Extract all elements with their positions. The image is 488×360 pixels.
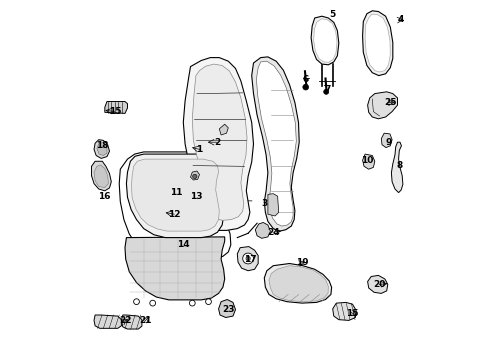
Text: 4: 4 xyxy=(397,15,404,24)
Text: 22: 22 xyxy=(119,316,132,325)
Text: 24: 24 xyxy=(266,228,279,237)
Text: 10: 10 xyxy=(360,156,372,165)
Text: 15: 15 xyxy=(346,309,358,318)
Text: 15: 15 xyxy=(108,107,121,116)
Polygon shape xyxy=(256,61,296,226)
Polygon shape xyxy=(126,154,223,238)
Polygon shape xyxy=(367,275,387,293)
Polygon shape xyxy=(125,237,224,300)
Text: 16: 16 xyxy=(98,192,110,201)
Polygon shape xyxy=(219,124,228,135)
Polygon shape xyxy=(268,266,328,302)
Text: 23: 23 xyxy=(222,305,234,314)
Circle shape xyxy=(323,89,328,94)
Text: 18: 18 xyxy=(96,141,108,150)
Polygon shape xyxy=(97,143,107,156)
Polygon shape xyxy=(121,315,142,329)
Text: 5: 5 xyxy=(329,10,335,19)
Polygon shape xyxy=(218,300,235,318)
Polygon shape xyxy=(390,142,402,193)
Text: 13: 13 xyxy=(189,192,202,201)
Text: 19: 19 xyxy=(295,258,308,267)
Polygon shape xyxy=(190,171,199,180)
Polygon shape xyxy=(192,64,246,220)
Polygon shape xyxy=(94,165,108,188)
Polygon shape xyxy=(313,19,336,62)
Polygon shape xyxy=(332,302,355,320)
Circle shape xyxy=(242,253,253,264)
Text: 14: 14 xyxy=(177,240,189,249)
Polygon shape xyxy=(255,222,270,238)
Polygon shape xyxy=(267,194,278,216)
Polygon shape xyxy=(362,154,374,169)
Polygon shape xyxy=(131,159,219,231)
Polygon shape xyxy=(362,11,392,76)
Polygon shape xyxy=(237,247,258,271)
Polygon shape xyxy=(91,161,111,191)
Polygon shape xyxy=(183,58,253,230)
Circle shape xyxy=(189,300,195,306)
Circle shape xyxy=(302,84,308,90)
Polygon shape xyxy=(367,92,397,119)
Polygon shape xyxy=(119,152,230,259)
Text: 1: 1 xyxy=(196,145,202,154)
Text: 17: 17 xyxy=(243,255,256,264)
Text: 9: 9 xyxy=(385,138,391,147)
Polygon shape xyxy=(264,264,331,303)
Text: 11: 11 xyxy=(169,188,182,197)
Polygon shape xyxy=(381,133,391,148)
Circle shape xyxy=(133,299,139,305)
Text: 6: 6 xyxy=(302,75,308,84)
Text: 20: 20 xyxy=(372,280,385,289)
Polygon shape xyxy=(310,16,338,65)
Polygon shape xyxy=(104,102,127,113)
Polygon shape xyxy=(365,14,389,72)
Polygon shape xyxy=(94,315,121,328)
Text: 8: 8 xyxy=(395,161,402,170)
Text: 2: 2 xyxy=(214,138,220,147)
Polygon shape xyxy=(251,57,299,231)
Text: 21: 21 xyxy=(139,316,151,325)
Circle shape xyxy=(149,300,155,306)
Circle shape xyxy=(245,256,250,261)
Circle shape xyxy=(192,174,197,179)
Text: 7: 7 xyxy=(324,85,330,94)
Text: 3: 3 xyxy=(261,199,267,208)
Polygon shape xyxy=(94,140,109,158)
Circle shape xyxy=(205,299,211,305)
Text: 12: 12 xyxy=(168,210,180,219)
Text: 25: 25 xyxy=(383,98,396,107)
